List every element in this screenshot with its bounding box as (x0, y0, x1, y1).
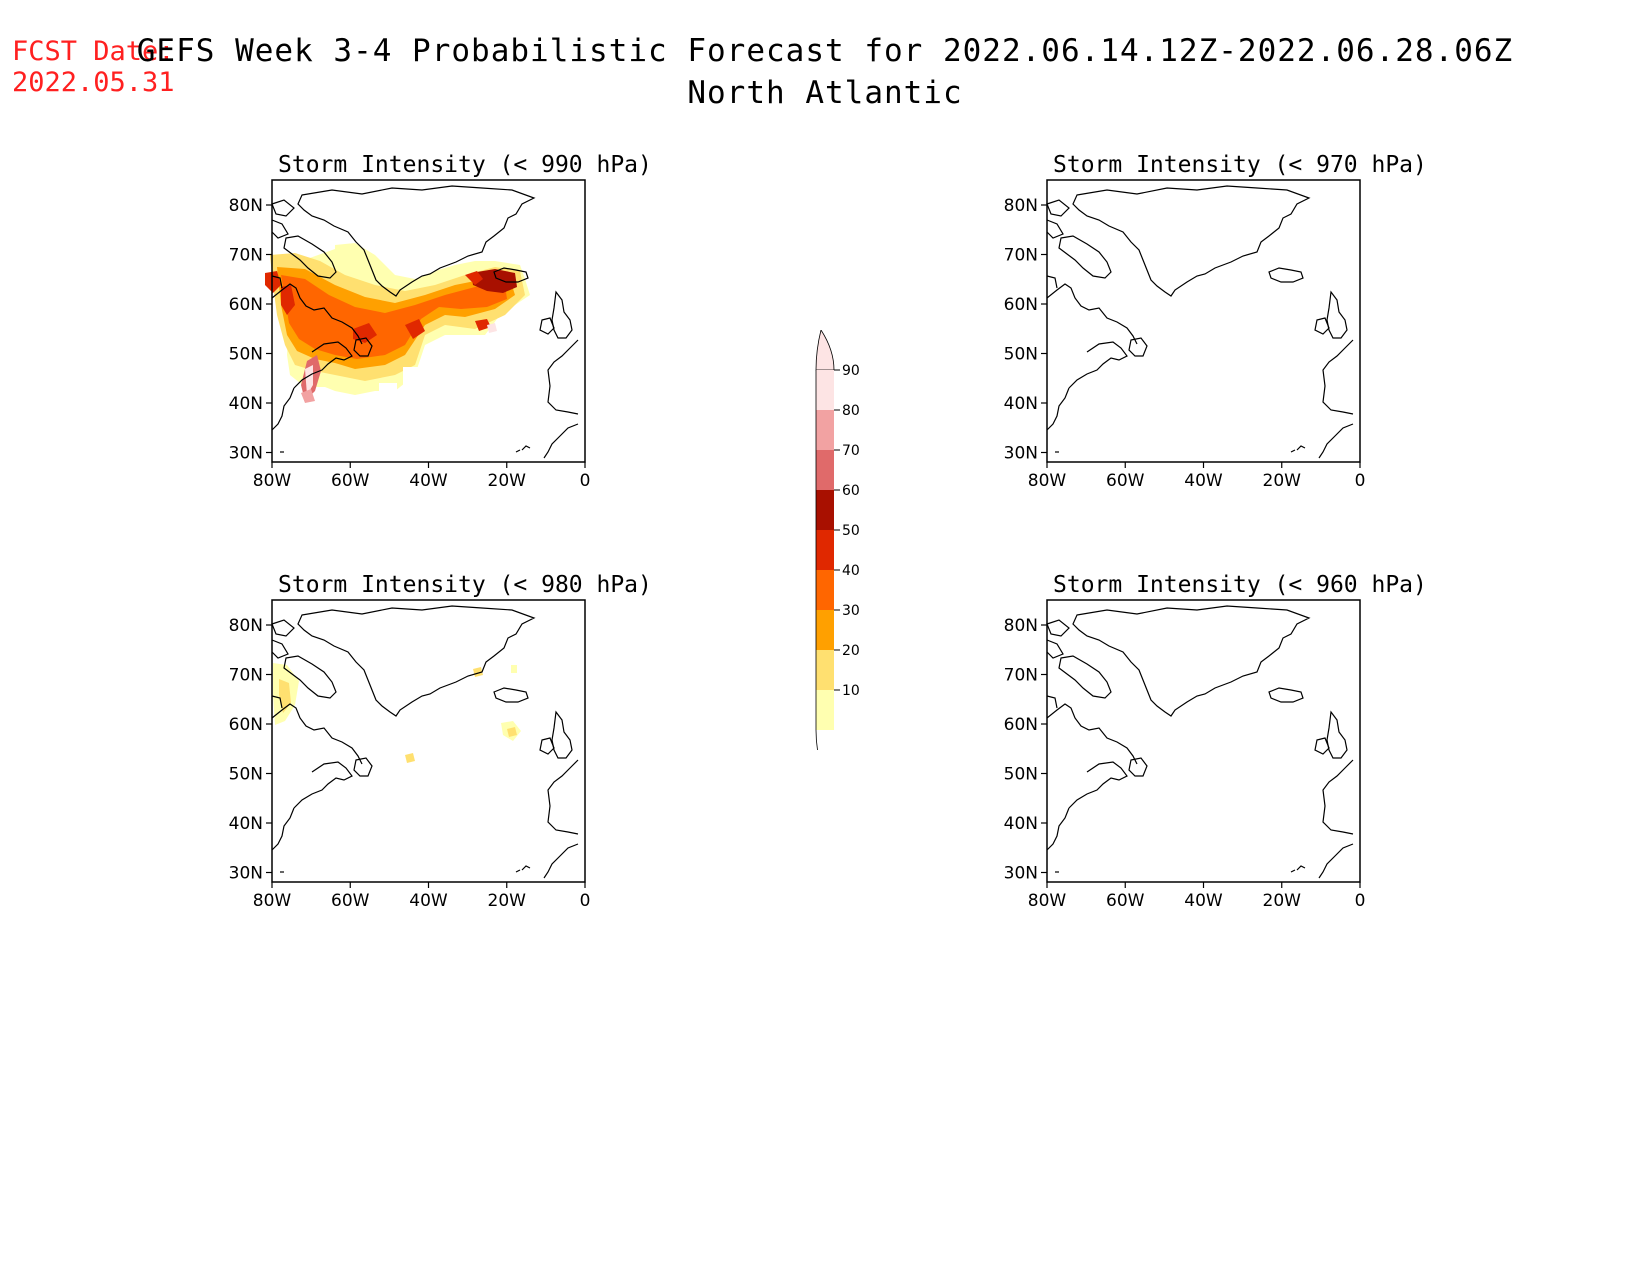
map-panel-990: 80N 70N 60N 50N 40N 30N 80W 60W 40W 20W 0 (229, 179, 591, 491)
colorbar-label: 30 (842, 603, 860, 619)
panel-title-970: Storm Intensity (< 970 hPa) (1053, 152, 1427, 178)
forecast-date-value: 2022.05.31 (12, 67, 175, 98)
lat-label: 50N (229, 765, 263, 785)
colorbar-legend: 90 80 70 60 50 40 30 20 10 (815, 330, 860, 750)
lon-label: 0 (580, 471, 591, 491)
lon-label: 40W (409, 891, 448, 911)
colorbar-swatch (816, 410, 834, 450)
page-title: GEFS Week 3-4 Probabilistic Forecast for… (0, 30, 1650, 114)
lon-label: 80W (253, 471, 292, 491)
lat-label: 70N (229, 666, 263, 686)
lon-label: 20W (1263, 471, 1302, 491)
lon-label: 40W (1184, 471, 1223, 491)
lon-label: 60W (1106, 891, 1145, 911)
lon-label: 80W (253, 891, 292, 911)
forecast-date-label: FCST Date: (12, 36, 175, 67)
colorbar-swatch (816, 450, 834, 490)
lat-label: 30N (229, 444, 263, 464)
probability-shading (273, 663, 521, 763)
colorbar-swatch (816, 570, 834, 610)
lat-label: 50N (229, 345, 263, 365)
probability-shading (265, 243, 530, 413)
title-line-2: North Atlantic (687, 75, 963, 111)
map-frame (1046, 179, 1361, 463)
colorbar-swatch (816, 610, 834, 650)
coastline (271, 605, 579, 879)
colorbar-label: 90 (842, 363, 860, 379)
map-panel-960: 80N 70N 60N 50N 40N 30N 80W 60W 40W 20W 0 (1004, 599, 1366, 911)
map-panel-970: 80N 70N 60N 50N 40N 30N 80W 60W 40W 20W 0 (1004, 179, 1366, 491)
coastline (1046, 185, 1354, 459)
lon-label: 0 (1355, 471, 1366, 491)
colorbar-label: 10 (842, 683, 860, 699)
colorbar-swatch (816, 650, 834, 690)
forecast-date-block: FCST Date: 2022.05.31 (12, 36, 175, 98)
lat-label: 60N (1004, 715, 1038, 735)
lon-label: 0 (580, 891, 591, 911)
lat-label: 30N (229, 864, 263, 884)
lat-label: 70N (1004, 666, 1038, 686)
lat-label: 60N (229, 715, 263, 735)
lat-label: 40N (229, 814, 263, 834)
lon-label: 40W (1184, 891, 1223, 911)
lat-label: 70N (1004, 246, 1038, 266)
lon-label: 20W (488, 471, 527, 491)
colorbar-label: 60 (842, 483, 860, 499)
colorbar-label: 40 (842, 563, 860, 579)
colorbar-swatch (816, 530, 834, 570)
lat-label: 30N (1004, 444, 1038, 464)
lat-label: 40N (229, 394, 263, 414)
colorbar-swatch (816, 490, 834, 530)
lat-label: 60N (1004, 295, 1038, 315)
lon-label: 20W (1263, 891, 1302, 911)
colorbar-label: 50 (842, 523, 860, 539)
lat-label: 70N (229, 246, 263, 266)
lon-label: 80W (1028, 891, 1067, 911)
colorbar-label: 70 (842, 443, 860, 459)
map-frame (271, 599, 586, 883)
map-panel-980: 80N 70N 60N 50N 40N 30N 80W 60W 40W 20W 0 (229, 599, 591, 911)
lat-label: 80N (1004, 196, 1038, 216)
title-line-1: GEFS Week 3-4 Probabilistic Forecast for… (136, 33, 1514, 69)
lat-label: 50N (1004, 765, 1038, 785)
lat-label: 40N (1004, 814, 1038, 834)
lon-label: 60W (331, 891, 370, 911)
lon-label: 40W (409, 471, 448, 491)
lat-label: 40N (1004, 394, 1038, 414)
panel-title-990: Storm Intensity (< 990 hPa) (278, 152, 652, 178)
lat-label: 80N (229, 196, 263, 216)
map-frame (1046, 599, 1361, 883)
lat-label: 60N (229, 295, 263, 315)
colorbar-label: 80 (842, 403, 860, 419)
colorbar-label: 20 (842, 643, 860, 659)
lon-label: 60W (1106, 471, 1145, 491)
colorbar-swatch (816, 690, 834, 730)
colorbar-bottom-tail (815, 729, 818, 750)
panel-title-980: Storm Intensity (< 980 hPa) (278, 572, 652, 598)
lat-label: 80N (1004, 616, 1038, 636)
lon-label: 0 (1355, 891, 1366, 911)
coastline (1046, 605, 1354, 879)
lat-label: 80N (229, 616, 263, 636)
lat-label: 50N (1004, 345, 1038, 365)
colorbar-swatch (816, 370, 834, 410)
lat-label: 30N (1004, 864, 1038, 884)
colorbar-top-tip (815, 330, 835, 371)
lon-label: 60W (331, 471, 370, 491)
lon-label: 20W (488, 891, 527, 911)
panel-title-960: Storm Intensity (< 960 hPa) (1053, 572, 1427, 598)
lon-label: 80W (1028, 471, 1067, 491)
